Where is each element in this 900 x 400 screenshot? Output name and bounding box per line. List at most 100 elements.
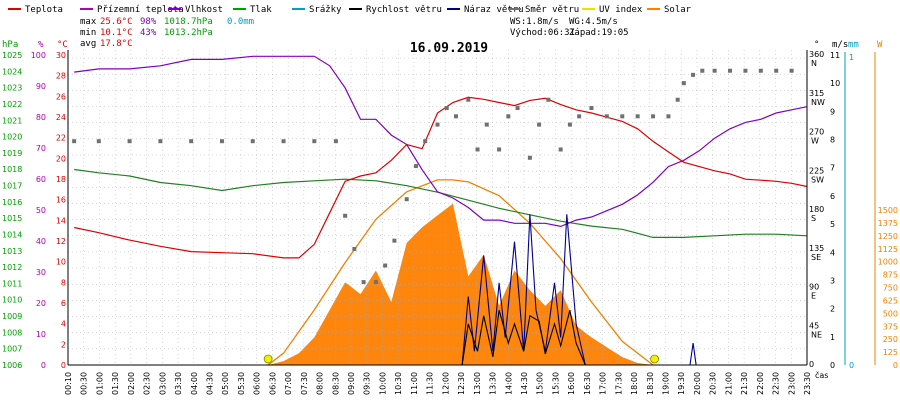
wind-gust-line: [461, 214, 697, 366]
stat-avg-label: avg: [80, 39, 96, 49]
stat-min-temp: 10.1°C: [100, 28, 133, 38]
humidity-line: [74, 55, 808, 228]
x-tick-label: 07:30: [300, 372, 309, 395]
wind-direction-point: [651, 114, 656, 119]
hpa-tick-label: 1011: [2, 279, 22, 288]
x-tick-label: 20:00: [693, 372, 702, 395]
wind-direction-point: [96, 139, 101, 144]
c-tick-label: 10: [56, 258, 66, 267]
legend-label: Solar: [664, 5, 692, 15]
stat-max-press: 1018.7hPa: [164, 17, 213, 27]
dir-cardinal-label: NE: [811, 330, 822, 339]
wind-direction-point: [158, 139, 163, 144]
hpa-tick-label: 1017: [2, 182, 22, 191]
c-tick-label: 12: [56, 237, 66, 246]
x-tick-label: 14:00: [504, 372, 513, 395]
c-tick-label: 6: [61, 299, 66, 308]
w-tick-label: 1125: [878, 245, 898, 254]
hpa-tick-label: 1024: [2, 67, 22, 76]
wind-direction-point: [712, 68, 717, 73]
c-tick-label: 18: [56, 175, 66, 184]
c-tick-label: 20: [56, 154, 66, 163]
x-tick-label: 23:30: [803, 372, 812, 395]
dir-tick-label: 0: [809, 360, 814, 369]
x-tick-label: 18:00: [630, 372, 639, 395]
legend-label: Srážky: [309, 5, 342, 15]
ms-tick-label: 0: [830, 361, 835, 370]
x-tick-label: 04:00: [190, 372, 199, 395]
x-tick-label: 03:00: [158, 372, 167, 395]
w-tick-label: 375: [883, 322, 898, 331]
legend: Teplota Přízemní teplota Vlhkost Tlak Srážky…: [8, 5, 692, 15]
plot-area: [67, 50, 808, 366]
dir-tick-label: 225: [809, 166, 824, 175]
pct-tick-label: 90: [36, 82, 46, 91]
x-tick-label: 12:00: [441, 372, 450, 395]
w-tick-label: 1250: [878, 232, 898, 241]
wind-direction-point: [537, 122, 542, 127]
x-tick-label: 05:30: [237, 372, 246, 395]
wind-direction-point: [758, 68, 763, 73]
pct-tick-label: 40: [36, 237, 46, 246]
pct-tick-label: 60: [36, 175, 46, 184]
wind-direction-point: [404, 197, 409, 202]
hpa-tick-label: 1023: [2, 84, 22, 93]
hpa-tick-label: 1021: [2, 116, 22, 125]
x-tick-label: 05:00: [221, 372, 230, 395]
x-tick-label: 01:00: [95, 372, 104, 395]
c-tick-label: 2: [61, 340, 66, 349]
pct-tick-label: 0: [41, 361, 46, 370]
wind-direction-point: [373, 280, 378, 285]
stat-min-hum: 43%: [140, 28, 157, 38]
x-tick-label: 15:30: [551, 372, 560, 395]
wind-direction-point: [352, 246, 357, 251]
x-tick-label: 13:00: [473, 372, 482, 395]
w-tick-label: 125: [883, 348, 898, 357]
wind-direction-point: [444, 106, 449, 111]
wind-direction-point: [527, 155, 532, 160]
wind-direction-point: [281, 139, 286, 144]
wind-direction-point: [413, 164, 418, 169]
stat-wg: WG:4.5m/s: [569, 17, 618, 27]
wind-direction-point: [219, 139, 224, 144]
wind-direction-point: [392, 238, 397, 243]
c-tick-label: 24: [56, 113, 66, 122]
x-tick-label: 03:30: [174, 372, 183, 395]
wind-direction-point: [343, 213, 348, 218]
dir-cardinal-label: N: [811, 59, 817, 68]
x-tick-label: 02:30: [143, 372, 152, 395]
x-tick-label: 19:00: [661, 372, 670, 395]
ms-tick-label: 1: [830, 333, 835, 342]
hpa-tick-label: 1016: [2, 198, 22, 207]
wind-direction-point: [743, 68, 748, 73]
pct-tick-label: 70: [36, 144, 46, 153]
legend-label: Náraz větru: [464, 5, 524, 15]
hpa-tick-label: 1020: [2, 133, 22, 142]
wind-direction-point: [361, 280, 366, 285]
stat-sunset: Západ:19:05: [569, 28, 629, 38]
legend-label: Rychlost větru: [366, 5, 442, 15]
c-tick-label: 28: [56, 72, 66, 81]
x-tick-label: 18:30: [646, 372, 655, 395]
x-tick-label: 07:00: [284, 372, 293, 395]
wind-direction-point: [435, 122, 440, 127]
x-tick-label: 09:30: [363, 372, 372, 395]
x-tick-label: 15:00: [536, 372, 545, 395]
wind-direction-point: [312, 139, 317, 144]
stat-max-hum: 98%: [140, 17, 157, 27]
dir-cardinal-label: NW: [811, 98, 825, 107]
ms-tick-label: 9: [830, 107, 835, 116]
dir-cardinal-label: SW: [811, 175, 824, 184]
stat-max-rain: 0.0mm: [227, 17, 254, 27]
legend-label: Teplota: [25, 5, 63, 15]
w-tick-label: 1000: [878, 258, 898, 267]
ms-tick-label: 11: [830, 51, 840, 60]
wind-direction-point: [666, 114, 671, 119]
mm-tick-label: 1: [849, 53, 854, 62]
w-unit: W: [877, 40, 883, 50]
hpa-tick-label: 1008: [2, 328, 22, 337]
x-tick-label: 06:30: [268, 372, 277, 395]
stats-block: max 25.6°C 98% 1018.7hPa 0.0mm min 10.1°C 43% 10…: [80, 17, 629, 49]
grid: [67, 50, 808, 366]
hpa-tick-label: 1015: [2, 214, 22, 223]
